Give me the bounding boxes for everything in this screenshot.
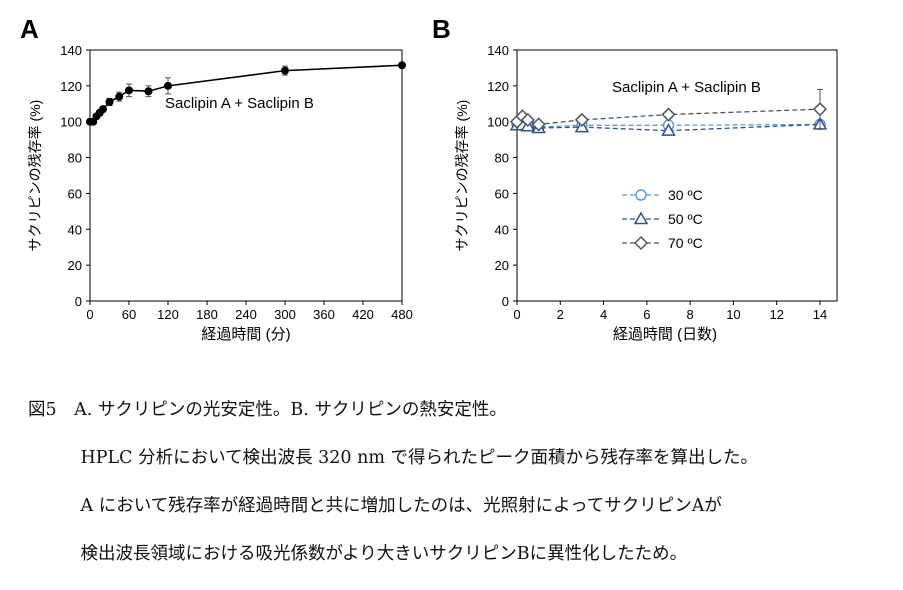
data-point bbox=[633, 235, 649, 251]
x-tick-label: 10 bbox=[726, 307, 740, 322]
series-Saclipin-A-Saclipin-B bbox=[86, 61, 406, 126]
series-line bbox=[90, 64, 403, 123]
data-point bbox=[635, 189, 647, 201]
x-tick-label: 420 bbox=[352, 307, 374, 322]
y-axis-label: サクリピンの残存率 (%) bbox=[27, 100, 43, 252]
figure-caption: 図5 A. サクリピンの光安定性。B. サクリピンの熱安定性。 HPLC 分析に… bbox=[28, 374, 758, 590]
legend-label: 70 ºC bbox=[668, 235, 703, 251]
figure: A 0 20 40 60 80 100 120 140 0 60 120 180 240 300 360 420… bbox=[20, 14, 838, 564]
data-point bbox=[99, 105, 107, 114]
x-tick-label: 8 bbox=[687, 307, 694, 322]
plot-frame bbox=[516, 49, 838, 302]
y-tick-label: 140 bbox=[487, 43, 509, 58]
data-point bbox=[661, 123, 676, 136]
x-tick-label: 0 bbox=[86, 307, 93, 322]
x-axis-label: 経過時間 (日数) bbox=[613, 326, 717, 343]
y-tick-label: 80 bbox=[495, 151, 509, 166]
y-tick-label: 40 bbox=[68, 222, 82, 237]
panel-label: A bbox=[20, 14, 39, 44]
caption-line: 検出波長領域における吸光係数がより大きいサクリピンBに異性化したため。 bbox=[28, 544, 688, 564]
x-tick-label: 2 bbox=[557, 307, 564, 322]
y-tick-label: 40 bbox=[495, 222, 509, 237]
x-tick-label: 360 bbox=[313, 307, 335, 322]
x-tick-label: 180 bbox=[196, 307, 218, 322]
data-point bbox=[164, 81, 172, 90]
y-tick-label: 60 bbox=[68, 186, 82, 201]
y-tick-label: 100 bbox=[60, 115, 82, 130]
x-tick-label: 480 bbox=[391, 307, 413, 322]
x-tick-label: 4 bbox=[600, 307, 607, 322]
y-tick-label: 80 bbox=[68, 151, 82, 166]
caption-line: A において残存率が経過時間と共に増加したのは、光照射によってサクリピンAが bbox=[28, 496, 722, 516]
annotation: Saclipin A + Saclipin B bbox=[612, 79, 761, 96]
data-point bbox=[281, 66, 289, 75]
x-tick-label: 6 bbox=[643, 307, 650, 322]
y-tick-label: 140 bbox=[60, 43, 82, 58]
data-point bbox=[125, 86, 133, 95]
caption-line: 図5 A. サクリピンの光安定性。B. サクリピンの熱安定性。 bbox=[28, 400, 507, 420]
data-point bbox=[531, 117, 546, 132]
y-tick-label: 120 bbox=[487, 79, 509, 94]
legend-label: 30 ºC bbox=[668, 187, 703, 203]
data-point bbox=[144, 87, 153, 96]
data-point bbox=[398, 61, 406, 70]
annotation: Saclipin A + Saclipin B bbox=[165, 95, 314, 112]
x-tick-label: 300 bbox=[274, 307, 296, 322]
y-tick-label: 120 bbox=[60, 79, 82, 94]
series-70-C bbox=[509, 88, 828, 132]
x-tick-label: 14 bbox=[813, 307, 827, 322]
data-point bbox=[115, 92, 124, 101]
y-tick-label: 60 bbox=[495, 186, 509, 201]
y-tick-label: 0 bbox=[75, 294, 82, 309]
legend-label: 50 ºC bbox=[668, 211, 703, 227]
y-tick-label: 100 bbox=[487, 115, 509, 130]
x-tick-label: 120 bbox=[157, 307, 179, 322]
data-point bbox=[574, 112, 589, 127]
data-point bbox=[661, 107, 676, 122]
caption-line: HPLC 分析において検出波長 320 nm で得られたピーク面積から残存率を算… bbox=[28, 448, 759, 468]
x-tick-label: 240 bbox=[235, 307, 257, 322]
x-tick-label: 12 bbox=[769, 307, 783, 322]
y-axis-label: サクリピンの残存率 (%) bbox=[454, 100, 470, 252]
data-point bbox=[520, 112, 535, 127]
y-tick-label: 20 bbox=[495, 258, 509, 273]
x-axis-label: 経過時間 (分) bbox=[201, 326, 290, 343]
data-point bbox=[812, 102, 828, 117]
data-point bbox=[633, 211, 649, 225]
data-point bbox=[105, 97, 114, 106]
panel-label: B bbox=[432, 14, 451, 44]
x-tick-label: 60 bbox=[122, 307, 136, 322]
x-tick-label: 0 bbox=[513, 307, 520, 322]
plot-frame bbox=[89, 49, 403, 302]
y-tick-label: 20 bbox=[68, 258, 82, 273]
y-tick-label: 0 bbox=[502, 294, 509, 309]
